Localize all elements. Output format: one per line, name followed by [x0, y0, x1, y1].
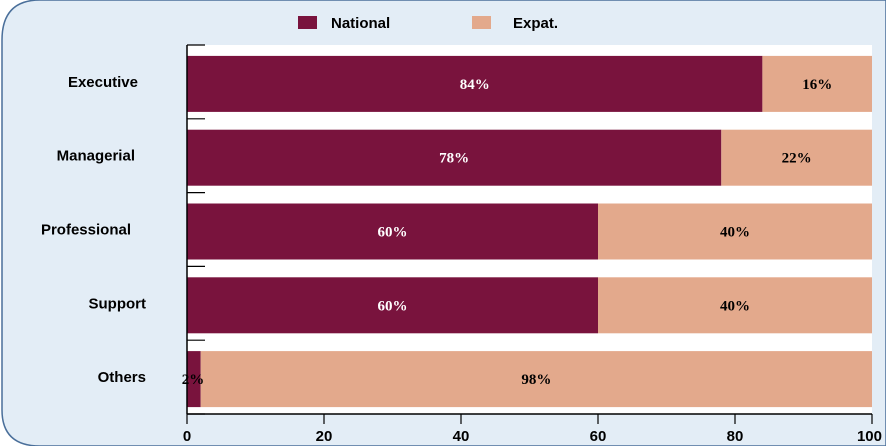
legend: National Expat.: [298, 15, 558, 32]
plot-area: Executive 84% 16% Managerial 78% 22% Professio…: [41, 44, 882, 445]
category-label: Managerial: [57, 148, 135, 165]
bar-segment-national: [187, 55, 763, 112]
data-label: 40%: [720, 225, 750, 241]
legend-swatch-national: [298, 16, 317, 29]
data-label: 22%: [782, 151, 812, 167]
data-label: 84%: [460, 77, 490, 93]
data-label: 40%: [720, 298, 750, 314]
bar-segment-expat: [762, 55, 872, 112]
data-label: 60%: [378, 298, 408, 314]
x-tick-label: 0: [183, 428, 191, 445]
legend-label-national: National: [331, 15, 390, 32]
bar-segment-expat: [721, 129, 872, 186]
x-tick-label: 60: [590, 428, 607, 445]
legend-label-expat: Expat.: [513, 15, 558, 32]
bar-segment-national: [187, 351, 201, 408]
x-tick-label: 100: [857, 428, 882, 445]
bar-segment-national: [187, 277, 598, 334]
bar-segment-expat: [598, 203, 872, 260]
category-label: Professional: [41, 222, 131, 239]
data-label: 60%: [378, 225, 408, 241]
x-tick-label: 20: [316, 428, 333, 445]
legend-swatch-expat: [472, 16, 491, 29]
x-tick-label: 40: [453, 428, 470, 445]
data-label: 16%: [802, 77, 832, 93]
bar-segment-expat: [598, 277, 872, 334]
category-label: Others: [98, 369, 146, 386]
data-label: 78%: [439, 151, 469, 167]
bar-segment-expat: [200, 351, 872, 408]
x-tick-label: 80: [727, 428, 744, 445]
bar-segment-national: [187, 129, 722, 186]
data-label: 2%: [182, 372, 205, 388]
category-label: Support: [89, 295, 147, 312]
category-label: Executive: [68, 74, 138, 91]
data-label: 98%: [521, 372, 551, 388]
bar-segment-national: [187, 203, 598, 260]
